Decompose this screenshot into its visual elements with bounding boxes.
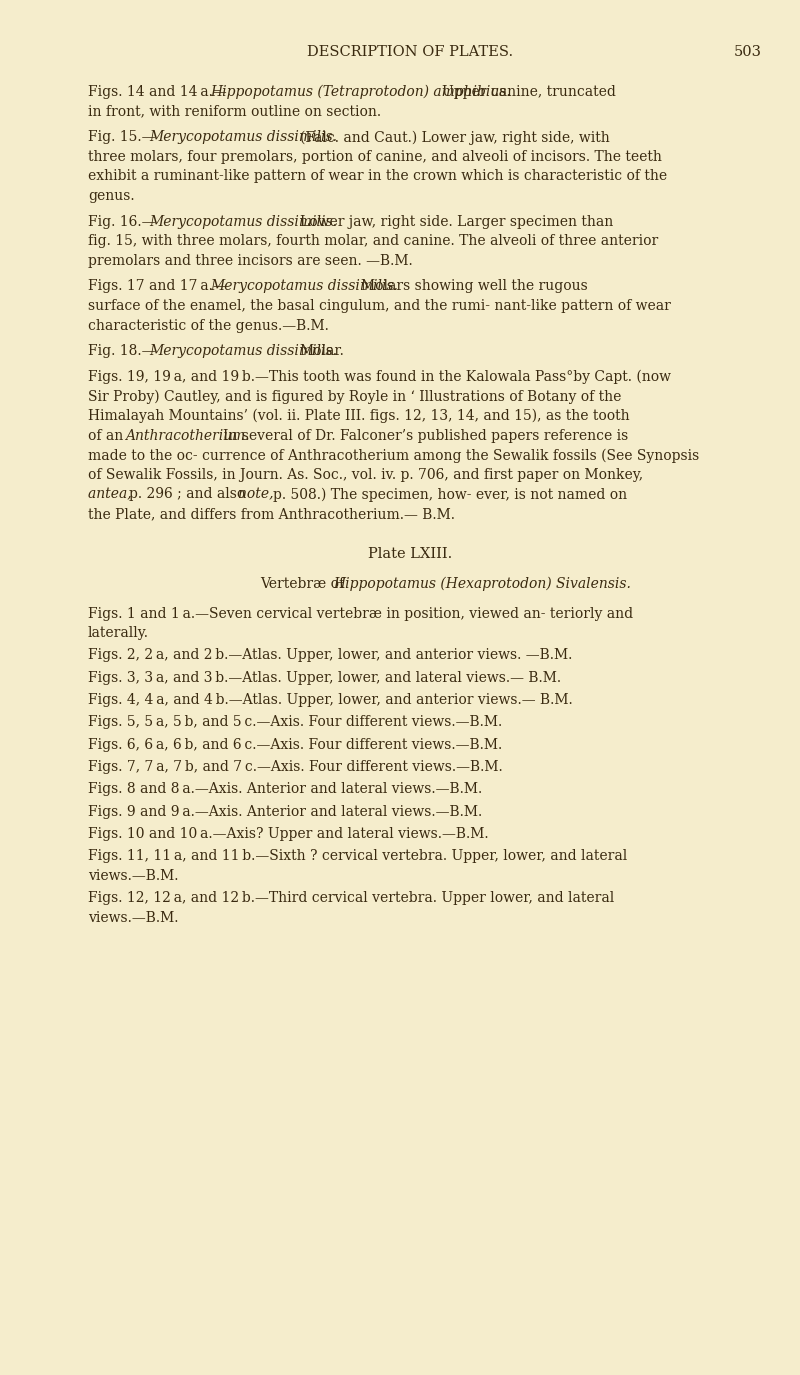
Text: Merycopotamus dissimilis.: Merycopotamus dissimilis. (210, 279, 402, 293)
Text: of an: of an (88, 429, 128, 443)
Text: Hippopotamus (Tetraprotodon) amphibius.: Hippopotamus (Tetraprotodon) amphibius. (210, 85, 515, 99)
Text: Fig. 16.—: Fig. 16.— (88, 214, 160, 228)
Text: Molars showing well the rugous: Molars showing well the rugous (361, 279, 587, 293)
Text: 503: 503 (734, 45, 762, 59)
Text: p. 296 ; and also: p. 296 ; and also (129, 487, 250, 502)
Text: made to the oc- currence of Anthracotherium among the Sewalik fossils (See Synop: made to the oc- currence of Anthracother… (88, 448, 699, 462)
Text: Figs. 4, 4 a, and 4 b.—Atlas. Upper, lower, and anterior views.— B.M.: Figs. 4, 4 a, and 4 b.—Atlas. Upper, low… (88, 693, 573, 707)
Text: p. 508.) The specimen, how- ever, is not named on: p. 508.) The specimen, how- ever, is not… (274, 487, 627, 502)
Text: DESCRIPTION OF PLATES.: DESCRIPTION OF PLATES. (307, 45, 513, 59)
Text: premolars and three incisors are seen. —B.M.: premolars and three incisors are seen. —… (88, 254, 413, 268)
Text: laterally.: laterally. (88, 626, 149, 641)
Text: three molars, four premolars, portion of canine, and alveoli of incisors. The te: three molars, four premolars, portion of… (88, 150, 662, 164)
Text: Figs. 8 and 8 a.—Axis. Anterior and lateral views.—B.M.: Figs. 8 and 8 a.—Axis. Anterior and late… (88, 782, 482, 796)
Text: Lower jaw, right side. Larger specimen than: Lower jaw, right side. Larger specimen t… (300, 214, 613, 228)
Text: Figs. 9 and 9 a.—Axis. Anterior and lateral views.—B.M.: Figs. 9 and 9 a.—Axis. Anterior and late… (88, 804, 482, 818)
Text: fig. 15, with three molars, fourth molar, and canine. The alveoli of three anter: fig. 15, with three molars, fourth molar… (88, 234, 658, 249)
Text: Molar.: Molar. (300, 344, 345, 359)
Text: Figs. 1 and 1 a.—Seven cervical vertebræ in position, viewed an- teriorly and: Figs. 1 and 1 a.—Seven cervical vertebræ… (88, 606, 633, 620)
Text: Hippopotamus (Hexaprotodon) Sivalensis.: Hippopotamus (Hexaprotodon) Sivalensis. (334, 576, 631, 591)
Text: Merycopotamus dissimilis.: Merycopotamus dissimilis. (149, 131, 342, 144)
Text: Plate LXIII.: Plate LXIII. (368, 547, 452, 561)
Text: characteristic of the genus.—B.M.: characteristic of the genus.—B.M. (88, 319, 329, 333)
Text: Himalayah Mountains’ (vol. ii. Plate III. figs. 12, 13, 14, and 15), as the toot: Himalayah Mountains’ (vol. ii. Plate III… (88, 408, 630, 424)
Text: Figs. 6, 6 a, 6 b, and 6 c.—Axis. Four different views.—B.M.: Figs. 6, 6 a, 6 b, and 6 c.—Axis. Four d… (88, 738, 502, 752)
Text: Fig. 15.—: Fig. 15.— (88, 131, 160, 144)
Text: Vertebræ of: Vertebræ of (260, 576, 349, 591)
Text: Merycopotamus dissimilis.: Merycopotamus dissimilis. (149, 214, 342, 228)
Text: the Plate, and differs from Anthracotherium.— B.M.: the Plate, and differs from Anthracother… (88, 507, 455, 521)
Text: Figs. 14 and 14 a.—: Figs. 14 and 14 a.— (88, 85, 231, 99)
Text: In several of Dr. Falconer’s published papers reference is: In several of Dr. Falconer’s published p… (223, 429, 629, 443)
Text: Upper canine, truncated: Upper canine, truncated (442, 85, 616, 99)
Text: genus.: genus. (88, 188, 134, 204)
Text: exhibit a ruminant-like pattern of wear in the crown which is characteristic of : exhibit a ruminant-like pattern of wear … (88, 169, 667, 183)
Text: Figs. 7, 7 a, 7 b, and 7 c.—Axis. Four different views.—B.M.: Figs. 7, 7 a, 7 b, and 7 c.—Axis. Four d… (88, 760, 502, 774)
Text: Sir Proby) Cautley, and is figured by Royle in ‘ Illustrations of Botany of the: Sir Proby) Cautley, and is figured by Ro… (88, 389, 622, 404)
Text: Anthracotherium.: Anthracotherium. (125, 429, 254, 443)
Text: Figs. 11, 11 a, and 11 b.—Sixth ? cervical vertebra. Upper, lower, and lateral: Figs. 11, 11 a, and 11 b.—Sixth ? cervic… (88, 850, 627, 864)
Text: surface of the enamel, the basal cingulum, and the rumi- nant-like pattern of we: surface of the enamel, the basal cingulu… (88, 298, 671, 314)
Text: antea,: antea, (88, 487, 136, 502)
Text: of Sewalik Fossils, in Journ. As. Soc., vol. iv. p. 706, and first paper on Monk: of Sewalik Fossils, in Journ. As. Soc., … (88, 468, 643, 481)
Text: views.—B.M.: views.—B.M. (88, 869, 178, 883)
Text: Figs. 3, 3 a, and 3 b.—Atlas. Upper, lower, and lateral views.— B.M.: Figs. 3, 3 a, and 3 b.—Atlas. Upper, low… (88, 671, 561, 685)
Text: Figs. 10 and 10 a.—Axis? Upper and lateral views.—B.M.: Figs. 10 and 10 a.—Axis? Upper and later… (88, 826, 489, 842)
Text: note,: note, (238, 487, 278, 502)
Text: Figs. 17 and 17 a.—: Figs. 17 and 17 a.— (88, 279, 231, 293)
Text: Fig. 18.—: Fig. 18.— (88, 344, 160, 359)
Text: Figs. 12, 12 a, and 12 b.—Third cervical vertebra. Upper lower, and lateral: Figs. 12, 12 a, and 12 b.—Third cervical… (88, 891, 614, 905)
Text: views.—B.M.: views.—B.M. (88, 910, 178, 925)
Text: Figs. 5, 5 a, 5 b, and 5 c.—Axis. Four different views.—B.M.: Figs. 5, 5 a, 5 b, and 5 c.—Axis. Four d… (88, 715, 502, 729)
Text: Figs. 2, 2 a, and 2 b.—Atlas. Upper, lower, and anterior views. —B.M.: Figs. 2, 2 a, and 2 b.—Atlas. Upper, low… (88, 649, 572, 663)
Text: Merycopotamus dissimilis.: Merycopotamus dissimilis. (149, 344, 342, 359)
Text: (Falc. and Caut.) Lower jaw, right side, with: (Falc. and Caut.) Lower jaw, right side,… (300, 131, 610, 144)
Text: Figs. 19, 19 a, and 19 b.—This tooth was found in the Kalowala Pass°by Capt. (no: Figs. 19, 19 a, and 19 b.—This tooth was… (88, 370, 671, 384)
Text: in front, with reniform outline on section.: in front, with reniform outline on secti… (88, 104, 381, 118)
